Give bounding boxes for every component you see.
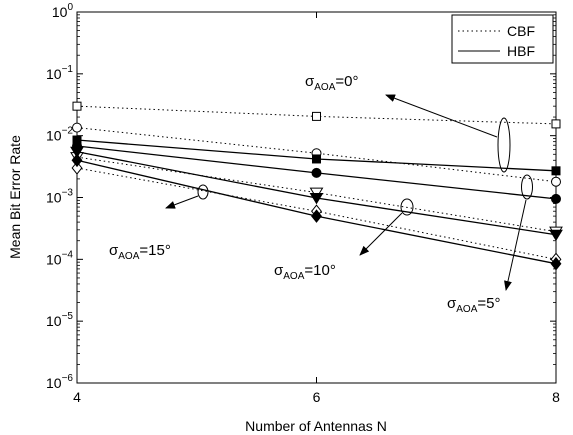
marker-triangle-down xyxy=(309,193,324,205)
marker-triangle-down xyxy=(70,146,84,159)
y-tick-label: 10−3 xyxy=(46,188,73,206)
y-tick-label: 10−1 xyxy=(46,64,73,82)
x-axis-title: Number of Antennas N xyxy=(245,418,387,434)
arrow-aoa10 xyxy=(359,212,403,256)
ellipse-aoa0 xyxy=(497,117,511,173)
annotation-aoa10: σAOA=10° xyxy=(274,262,336,282)
annotation-aoa0: σAOA=0° xyxy=(305,73,359,93)
annotation-ellipses xyxy=(197,117,533,216)
marker-circle xyxy=(72,122,82,133)
arrow-aoa0 xyxy=(385,94,498,138)
marker-square xyxy=(312,154,321,164)
marker-circle xyxy=(311,167,322,178)
legend-label-cbf: CBF xyxy=(507,23,535,39)
ellipse-aoa5 xyxy=(521,174,533,200)
y-tick-label: 10−5 xyxy=(46,311,73,329)
marker-circle xyxy=(551,193,561,204)
marker-diamond xyxy=(71,161,83,175)
annotation-aoa15: σAOA=15° xyxy=(109,242,171,262)
x-tick-label: 8 xyxy=(552,389,560,405)
marker-diamond xyxy=(311,209,322,223)
legend-label-hbf: HBF xyxy=(507,43,535,59)
marker-diamond xyxy=(71,153,83,168)
legend-box xyxy=(451,14,554,64)
y-tick-label: 10−6 xyxy=(46,373,73,391)
marker-triangle-down xyxy=(549,229,563,242)
x-tick-label: 6 xyxy=(313,389,321,405)
y-tick-label: 10−4 xyxy=(46,249,73,267)
arrow-aoa15 xyxy=(165,195,199,209)
ellipse-aoa15 xyxy=(197,184,209,200)
series-line-cbf-aoa5 xyxy=(76,127,557,183)
y-tick-label: 10−2 xyxy=(46,126,73,144)
marker-square xyxy=(551,119,561,129)
marker-square xyxy=(72,101,82,111)
marker-square xyxy=(312,111,321,121)
marker-circle xyxy=(551,176,561,187)
y-axis-title: Mean Bit Error Rate xyxy=(7,135,23,259)
arrow-aoa5 xyxy=(504,199,527,291)
marker-square xyxy=(551,166,561,176)
marker-diamond xyxy=(550,256,562,271)
annotation-arrows xyxy=(165,94,527,291)
x-tick-label: 4 xyxy=(73,389,81,405)
series-lines xyxy=(76,105,557,265)
y-tick-label: 100 xyxy=(52,2,74,20)
annotation-aoa5: σAOA=5° xyxy=(447,295,501,315)
ellipse-aoa10 xyxy=(400,198,414,216)
series-markers xyxy=(70,101,563,271)
legend: CBF HBF xyxy=(451,14,554,64)
